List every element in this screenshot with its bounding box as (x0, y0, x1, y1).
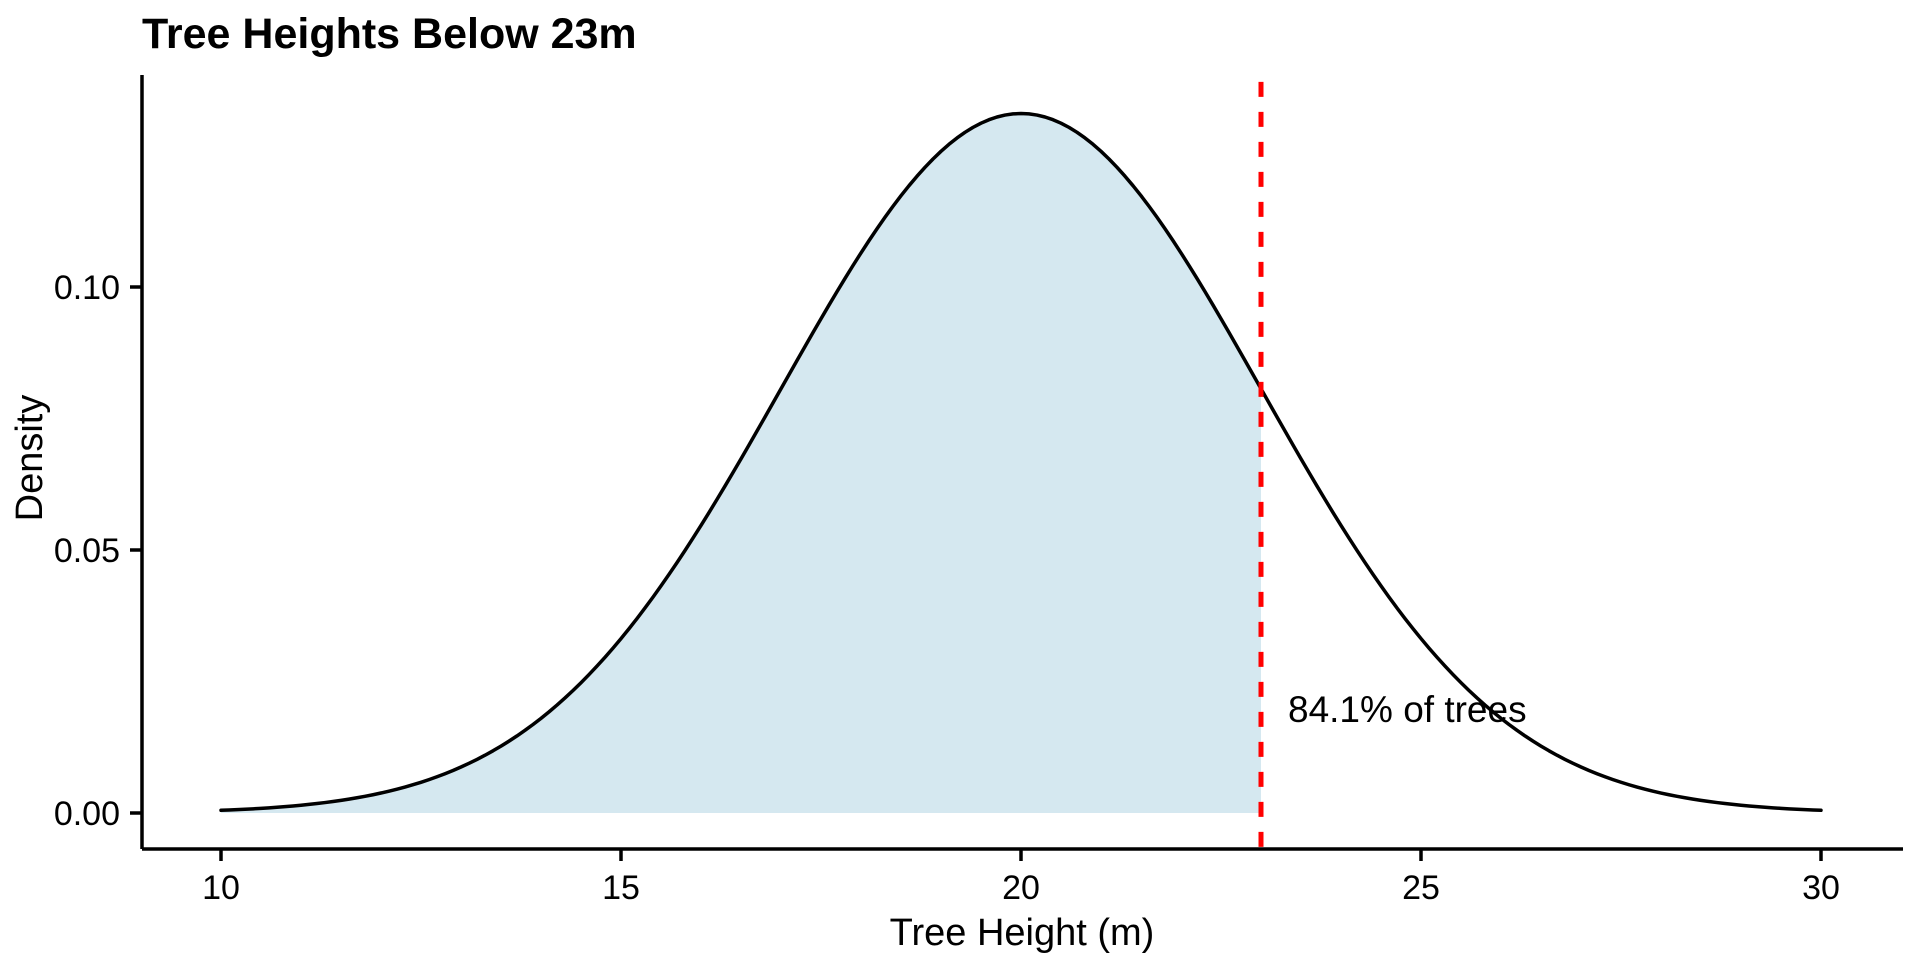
x-tick-label: 25 (1402, 869, 1440, 907)
x-tick-label: 20 (1002, 869, 1040, 907)
threshold-annotation: 84.1% of trees (1288, 689, 1527, 730)
y-tick-label: 0.10 (54, 269, 120, 307)
x-axis-label: Tree Height (m) (890, 912, 1155, 954)
x-tick-label: 15 (602, 869, 640, 907)
x-axis-ticks: 10 15 20 25 30 (202, 849, 1840, 907)
y-axis-ticks: 0.00 0.05 0.10 (54, 269, 142, 833)
density-curve (219, 111, 1823, 813)
x-tick-label: 10 (202, 869, 240, 907)
chart-title: Tree Heights Below 23m (142, 10, 637, 58)
y-tick-label: 0.05 (54, 532, 120, 570)
x-tick-label: 30 (1802, 869, 1840, 907)
y-tick-label: 0.00 (54, 795, 120, 833)
shaded-area (221, 113, 1261, 813)
y-axis-label: Density (9, 395, 51, 522)
